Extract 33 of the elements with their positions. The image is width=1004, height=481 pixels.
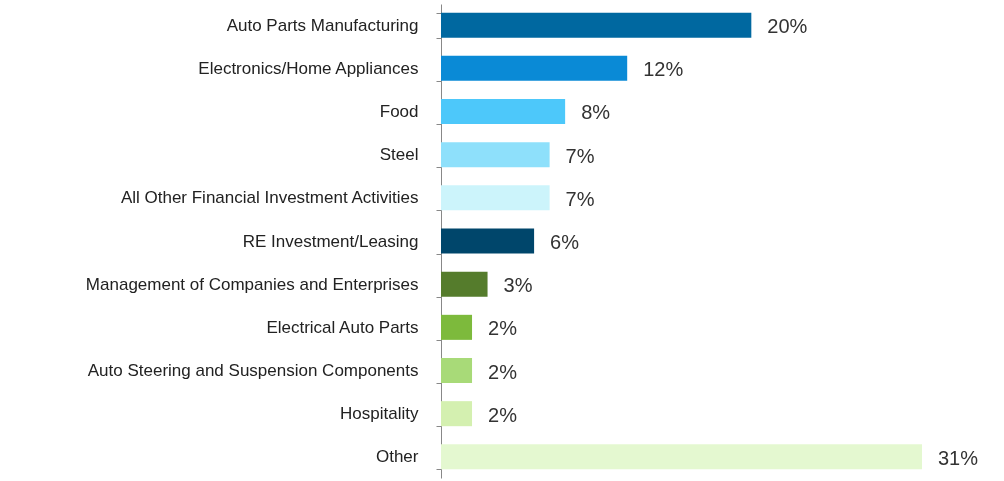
bar [441, 55, 628, 81]
y-tick-label: Electrical Auto Parts [266, 317, 419, 337]
data-label: 6% [550, 231, 580, 253]
bar [441, 142, 550, 168]
data-label: 2% [488, 360, 518, 383]
bar [441, 185, 550, 211]
y-tick-label: Other [375, 447, 419, 467]
data-label: 7% [565, 144, 595, 167]
data-label: 8% [581, 101, 611, 124]
y-tick-label: Auto Parts Manufacturing [226, 15, 419, 35]
y-tick-label: RE Investment/Leasing [242, 231, 419, 251]
y-tick-label: Auto Steering and Suspension Components [87, 361, 419, 381]
bar [441, 444, 922, 470]
data-label: 12% [643, 58, 684, 81]
data-label: 2% [488, 317, 518, 340]
bar [441, 228, 535, 254]
y-tick-label: Hospitality [340, 404, 419, 424]
data-label: 3% [503, 274, 533, 297]
y-tick-label: Steel [379, 145, 419, 165]
data-label: 2% [488, 403, 518, 426]
y-tick-label: Management of Companies and Enterprises [85, 274, 419, 294]
bar [441, 98, 566, 125]
bar [441, 401, 473, 427]
bar [441, 12, 752, 38]
y-tick-label: All Other Financial Investment Activities [120, 188, 419, 208]
bar [441, 314, 473, 340]
bar [441, 271, 488, 297]
y-tick-label: Electronics/Home Appliances [198, 58, 419, 78]
data-label: 20% [767, 15, 808, 38]
data-label: 31% [938, 446, 979, 469]
bar [441, 357, 473, 384]
y-tick-label: Food [379, 101, 419, 121]
data-label: 7% [565, 187, 595, 210]
